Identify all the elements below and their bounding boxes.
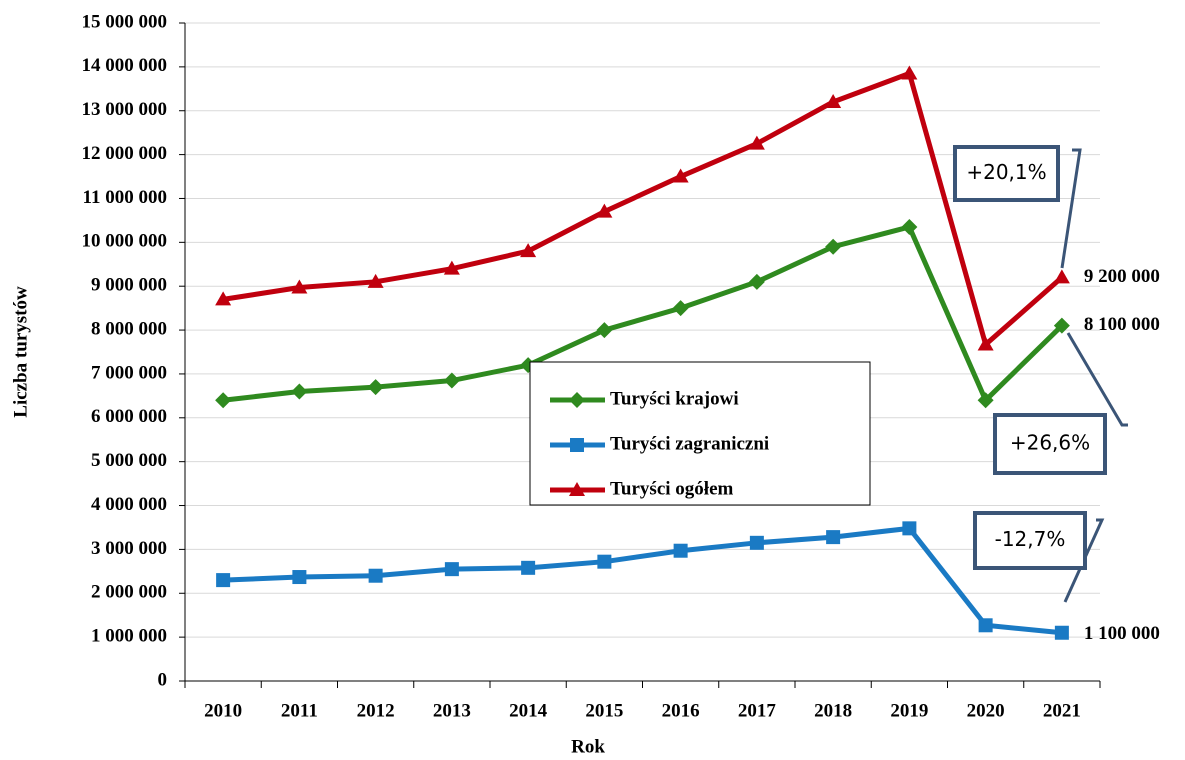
marker	[673, 543, 688, 558]
x-tick-label: 2015	[585, 700, 623, 721]
legend-label: Turyści zagraniczni	[610, 433, 769, 454]
marker	[215, 392, 232, 409]
marker	[215, 291, 232, 306]
x-axis-label: Rok	[571, 736, 605, 757]
x-tick-label: 2016	[662, 700, 700, 721]
y-tick-label: 7 000 000	[91, 362, 167, 383]
legend-label: Turyści krajowi	[610, 388, 739, 409]
marker	[368, 568, 383, 583]
marker	[596, 322, 613, 339]
y-tick-label: 4 000 000	[91, 494, 167, 515]
legend	[529, 361, 871, 506]
y-tick-label: 9 000 000	[91, 275, 167, 296]
marker	[978, 618, 993, 633]
marker	[825, 238, 842, 255]
x-tick-label: 2013	[433, 700, 471, 721]
x-tick-label: 2020	[967, 700, 1005, 721]
y-tick-label: 10 000 000	[82, 231, 168, 252]
marker	[291, 279, 308, 294]
marker	[291, 383, 308, 400]
callout-line	[1060, 148, 1082, 269]
annotation: +20,1%	[966, 160, 1046, 184]
marker	[672, 300, 689, 317]
x-tick-label: 2018	[814, 700, 852, 721]
marker	[520, 243, 537, 258]
x-tick-label: 2010	[204, 700, 242, 721]
marker	[748, 135, 765, 150]
y-tick-label: 6 000 000	[91, 406, 167, 427]
marker	[1053, 317, 1070, 334]
marker	[1054, 625, 1069, 640]
callout-line	[1063, 518, 1105, 603]
y-tick-label: 11 000 000	[83, 187, 167, 208]
x-tick-label: 2012	[357, 700, 395, 721]
marker	[597, 554, 612, 569]
y-tick-label: 15 000 000	[82, 11, 168, 32]
y-tick-label: 0	[158, 669, 168, 690]
annotation: -12,7%	[995, 527, 1066, 551]
marker	[444, 562, 459, 577]
marker	[443, 260, 460, 275]
marker	[596, 203, 613, 218]
marker	[977, 392, 994, 409]
callout-line	[1066, 332, 1128, 427]
legend-marker	[569, 482, 585, 496]
line	[222, 70, 1064, 350]
y-tick-label: 8 000 000	[91, 318, 167, 339]
marker	[826, 530, 841, 545]
x-tick-label: 2019	[890, 700, 928, 721]
x-tick-label: 2011	[281, 700, 318, 721]
marker	[1053, 269, 1070, 284]
annotation-box	[973, 511, 1087, 570]
y-tick-label: 12 000 000	[82, 143, 168, 164]
legend-label: Turyści ogółem	[610, 478, 733, 499]
legend-marker	[570, 438, 584, 452]
value-label: 1 100 000	[1084, 623, 1160, 644]
y-tick-label: 1 000 000	[91, 625, 167, 646]
marker	[216, 573, 231, 588]
marker	[367, 273, 384, 288]
x-tick-label: 2014	[509, 700, 548, 721]
marker	[292, 570, 307, 585]
x-tick-label: 2017	[738, 700, 777, 721]
annotation-box	[993, 413, 1107, 475]
y-tick-label: 13 000 000	[82, 99, 168, 120]
marker	[825, 93, 842, 108]
line	[222, 224, 1064, 405]
marker	[977, 336, 994, 351]
y-tick-label: 14 000 000	[82, 55, 168, 76]
marker	[901, 218, 918, 235]
line	[223, 525, 1063, 636]
x-tick-label: 2021	[1043, 700, 1081, 721]
annotation: +26,6%	[1010, 431, 1090, 455]
marker	[749, 535, 764, 550]
y-tick-label: 5 000 000	[91, 450, 167, 471]
marker	[672, 168, 689, 183]
marker	[443, 372, 460, 389]
marker	[367, 379, 384, 396]
y-axis-label: Liczba turystów	[10, 286, 31, 418]
y-tick-label: 3 000 000	[91, 538, 167, 559]
marker	[902, 521, 917, 536]
value-label: 8 100 000	[1084, 314, 1160, 335]
annotation-box	[953, 145, 1060, 202]
value-label: 9 200 000	[1084, 266, 1160, 287]
marker	[901, 65, 918, 80]
y-tick-label: 2 000 000	[91, 582, 167, 603]
marker	[748, 273, 765, 290]
marker	[521, 560, 536, 575]
legend-marker	[569, 392, 585, 408]
